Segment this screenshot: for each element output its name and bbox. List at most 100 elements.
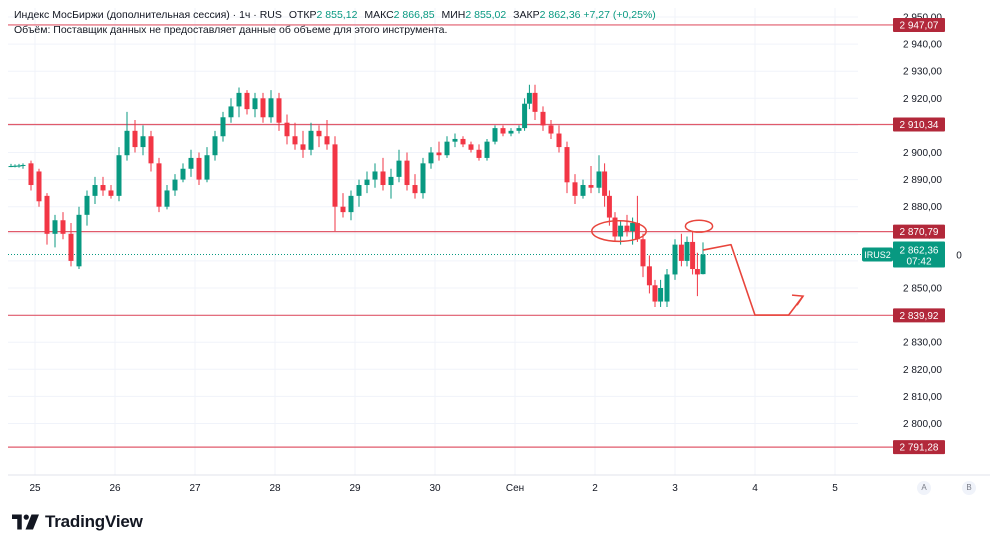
candle [540,106,546,131]
forecast-path [702,243,804,316]
candle-body [500,128,506,134]
candle [116,147,122,202]
candle-body [348,195,354,213]
candle-body [132,130,138,148]
candle-body [492,128,498,142]
candle-body [672,244,678,275]
candle [588,166,594,194]
candle [602,163,608,207]
y-tick-label: 2 930,00 [903,67,942,78]
candle [634,195,640,242]
candle [212,130,218,161]
candle-body [236,92,242,107]
candle [646,255,652,294]
candle [428,147,434,169]
candle-body [244,92,250,110]
candle [596,155,602,194]
candle-body [12,165,18,167]
auto-scale-button[interactable]: A [917,481,931,495]
candle-body [292,136,298,145]
candle-body [332,144,338,207]
candle-body [228,106,234,118]
candle [526,84,532,110]
candle [468,141,474,153]
candlestick-series [8,84,706,307]
candle [500,125,506,137]
candle [8,163,14,168]
candle-body [116,155,122,196]
time-axis[interactable]: 25 26 27 28 29 30 Сен 2 3 4 5 [29,483,838,494]
tradingview-brand[interactable]: TradingView [12,512,143,532]
candle-body [580,185,586,196]
candle-body [188,157,194,169]
candle [460,136,466,148]
candle [694,252,700,297]
candle [684,236,690,267]
level-badge-label: 2 839,92 [900,311,939,322]
candle [44,193,50,245]
candle [52,214,58,248]
level-badge [893,117,945,132]
candle [436,141,442,161]
candle-body [646,266,652,286]
y-tick-label: 2 820,00 [903,365,942,376]
horizontal-levels [8,24,893,448]
candle-body [618,225,624,237]
brand-name: TradingView [45,512,143,531]
y-tick-label: 2 810,00 [903,392,942,403]
candle [606,190,612,226]
candle [332,136,338,232]
candle [508,128,514,137]
candle-body [526,92,532,104]
candle-body [28,163,34,186]
candle [124,111,130,161]
price-axis-extra: 0 [956,251,962,262]
candle [132,119,138,153]
candle [652,279,658,307]
chart-grid [8,8,990,476]
y-tick-label: 2 920,00 [903,94,942,105]
candle [324,119,330,150]
level-badge-label: 2 791,28 [900,443,939,454]
candle [100,176,106,196]
candle-body [252,98,258,110]
candle [148,130,154,172]
candle [12,164,18,168]
legend-volume-note: Объём: Поставщик данных не предоставляет… [14,24,448,36]
candle-body [52,220,58,234]
candle-body [612,217,618,237]
candle [380,157,386,191]
candle [532,84,538,120]
price-axis[interactable]: 2 800,002 810,002 820,002 830,002 840,00… [903,13,942,431]
candle [76,206,82,270]
candle [308,122,314,156]
y-tick-label: 2 830,00 [903,338,942,349]
candle-body [700,254,706,275]
candle [372,163,378,188]
level-badge [893,17,945,32]
level-badge-label: 2 910,34 [900,120,939,131]
candle-body [690,241,696,270]
candle [340,193,346,218]
candle [678,233,684,267]
candle [60,212,66,240]
candle-body [508,130,514,134]
candle-body [444,141,450,156]
candle [68,222,74,267]
candle [556,125,562,153]
candle-body [484,141,490,158]
candle-body [694,269,700,275]
candle-body [630,222,636,232]
drawing-annotations [591,219,805,316]
log-scale-button[interactable]: B [962,481,976,495]
candle-body [516,128,522,131]
candle [284,114,290,145]
candle [172,174,178,196]
candle-body [364,179,370,186]
legend-title: Индекс МосБиржи (дополнительная сессия) … [14,9,282,21]
candle [196,152,202,186]
candle-body [268,98,274,118]
candle-body [678,244,684,261]
candle-body [396,160,402,177]
